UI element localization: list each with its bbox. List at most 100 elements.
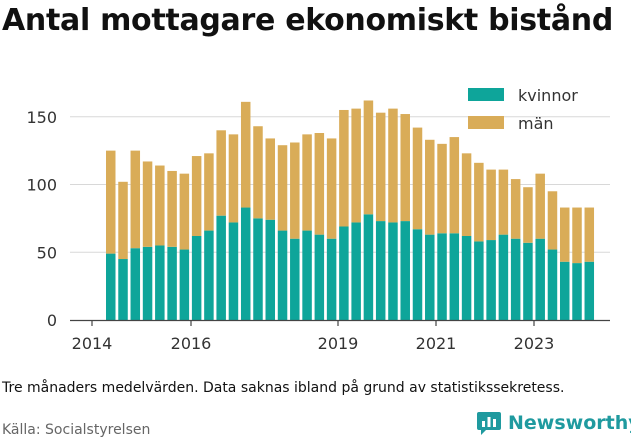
bar-man-2018-03 [290, 142, 300, 239]
bar-man-2022-09 [510, 179, 521, 239]
brand-logo[interactable]: Newsworthy [476, 410, 631, 436]
bar-kvinnor-2015-12 [179, 249, 190, 320]
bar-kvinnor-2015-09 [167, 246, 177, 320]
bar-man-2018-09 [314, 133, 325, 235]
bar-man-2022-12 [523, 187, 533, 243]
bar-kvinnor-2020-09 [412, 229, 423, 320]
brand-name: Newsworthy [508, 412, 631, 434]
bar-kvinnor-2018-03 [290, 238, 300, 320]
bar-man-2016-06 [204, 153, 214, 231]
bar-man-2019-09 [363, 100, 374, 215]
bar-man-2022-03 [486, 169, 496, 241]
footnote: Tre månaders medelvärden. Data saknas ib… [2, 380, 565, 396]
bar-man-2016-12 [228, 134, 239, 223]
bar-kvinnor-2021-06 [449, 233, 460, 320]
bar-kvinnor-2019-12 [375, 221, 386, 320]
bar-man-2015-03 [142, 161, 153, 247]
bar-kvinnor-2016-12 [228, 222, 239, 320]
bar-kvinnor-2014-06 [106, 253, 116, 320]
legend-label-kvinnor: kvinnor [518, 86, 578, 105]
bar-kvinnor-2017-12 [277, 230, 288, 320]
x-tick-label: 2023 [514, 334, 555, 353]
legend-swatch-kvinnor [468, 88, 504, 101]
bar-kvinnor-2016-03 [191, 235, 202, 320]
page-title: Antal mottagare ekonomiskt bistånd [2, 3, 614, 38]
bar-kvinnor-2020-12 [425, 234, 435, 320]
bar-man-2017-06 [253, 126, 263, 219]
bar-man-2017-12 [277, 145, 288, 231]
bar-kvinnor-2020-06 [400, 221, 410, 320]
bar-man-2021-09 [461, 153, 472, 236]
y-tick-label: 150 [26, 108, 57, 127]
legend: kvinnor män [468, 86, 578, 133]
bar-kvinnor-2024-03 [584, 261, 595, 320]
bar-kvinnor-2022-09 [510, 238, 521, 320]
bar-man-2021-12 [474, 162, 484, 242]
bar-man-2014-09 [118, 181, 128, 260]
bar-kvinnor-2022-03 [486, 240, 496, 320]
bar-man-2019-12 [375, 112, 386, 222]
bar-man-2018-12 [326, 138, 337, 239]
bar-man-2023-06 [547, 191, 558, 250]
bar-man-2016-03 [191, 156, 202, 236]
bar-kvinnor-2021-03 [437, 233, 447, 320]
bar-kvinnor-2015-03 [142, 246, 153, 320]
bar-man-2019-06 [351, 108, 361, 223]
x-tick-label: 2014 [72, 334, 113, 353]
bar-kvinnor-2014-09 [118, 259, 128, 320]
y-tick-label: 0 [47, 311, 57, 330]
bar-kvinnor-2021-09 [461, 235, 472, 320]
bar-man-2014-12 [130, 150, 141, 249]
bar-man-2020-12 [425, 139, 435, 235]
bar-man-2015-12 [179, 173, 190, 250]
bar-man-2021-06 [449, 137, 460, 234]
bar-man-2015-06 [155, 165, 165, 246]
bar-kvinnor-2023-03 [535, 238, 545, 320]
bar-man-2014-06 [106, 150, 116, 254]
bar-man-2022-06 [498, 169, 509, 235]
bar-kvinnor-2017-06 [253, 218, 263, 320]
bar-kvinnor-2023-12 [572, 263, 582, 320]
bar-kvinnor-2022-06 [498, 234, 509, 320]
bar-kvinnor-2016-06 [204, 230, 214, 320]
bar-man-2023-12 [572, 207, 582, 264]
bar-kvinnor-2017-03 [240, 207, 251, 320]
bar-man-2018-06 [302, 134, 312, 231]
bar-kvinnor-2021-12 [474, 241, 484, 320]
bar-kvinnor-2022-12 [523, 242, 533, 320]
bar-man-2020-09 [412, 127, 423, 230]
x-tick-label: 2016 [171, 334, 212, 353]
bar-kvinnor-2015-06 [155, 245, 165, 320]
legend-swatch-man [468, 116, 504, 129]
newsworthy-logo-icon [477, 412, 501, 435]
bar-kvinnor-2018-09 [314, 234, 325, 320]
bar-man-2020-03 [388, 108, 398, 223]
legend-label-man: män [518, 114, 554, 133]
bar-kvinnor-2023-09 [559, 261, 570, 320]
bar-kvinnor-2019-06 [351, 222, 361, 320]
bar-man-2016-09 [216, 130, 226, 216]
bar-man-2024-03 [584, 207, 595, 262]
y-tick-label: 100 [26, 176, 57, 195]
bar-kvinnor-2016-09 [216, 215, 226, 320]
axes: 0 50 100 150 2014 2016 2019 2021 2023 [26, 108, 610, 353]
bar-kvinnor-2018-12 [326, 238, 337, 320]
x-tick-label: 2019 [318, 334, 359, 353]
bar-kvinnor-2023-06 [547, 249, 558, 320]
bar-man-2019-03 [339, 109, 349, 227]
bar-man-2015-09 [167, 170, 177, 247]
bar-kvinnor-2019-09 [363, 214, 374, 320]
bar-man-2017-09 [265, 138, 276, 220]
bars [106, 100, 595, 320]
bar-kvinnor-2014-12 [130, 248, 141, 320]
bar-man-2017-03 [240, 101, 251, 208]
bar-man-2023-03 [535, 173, 545, 239]
y-tick-label: 50 [37, 243, 57, 262]
bar-kvinnor-2020-03 [388, 222, 398, 320]
bar-man-2023-09 [559, 207, 570, 262]
source-label: Källa: Socialstyrelsen [2, 422, 151, 438]
bar-man-2021-03 [437, 143, 447, 234]
bar-kvinnor-2019-03 [339, 226, 349, 320]
bar-kvinnor-2017-09 [265, 219, 276, 320]
